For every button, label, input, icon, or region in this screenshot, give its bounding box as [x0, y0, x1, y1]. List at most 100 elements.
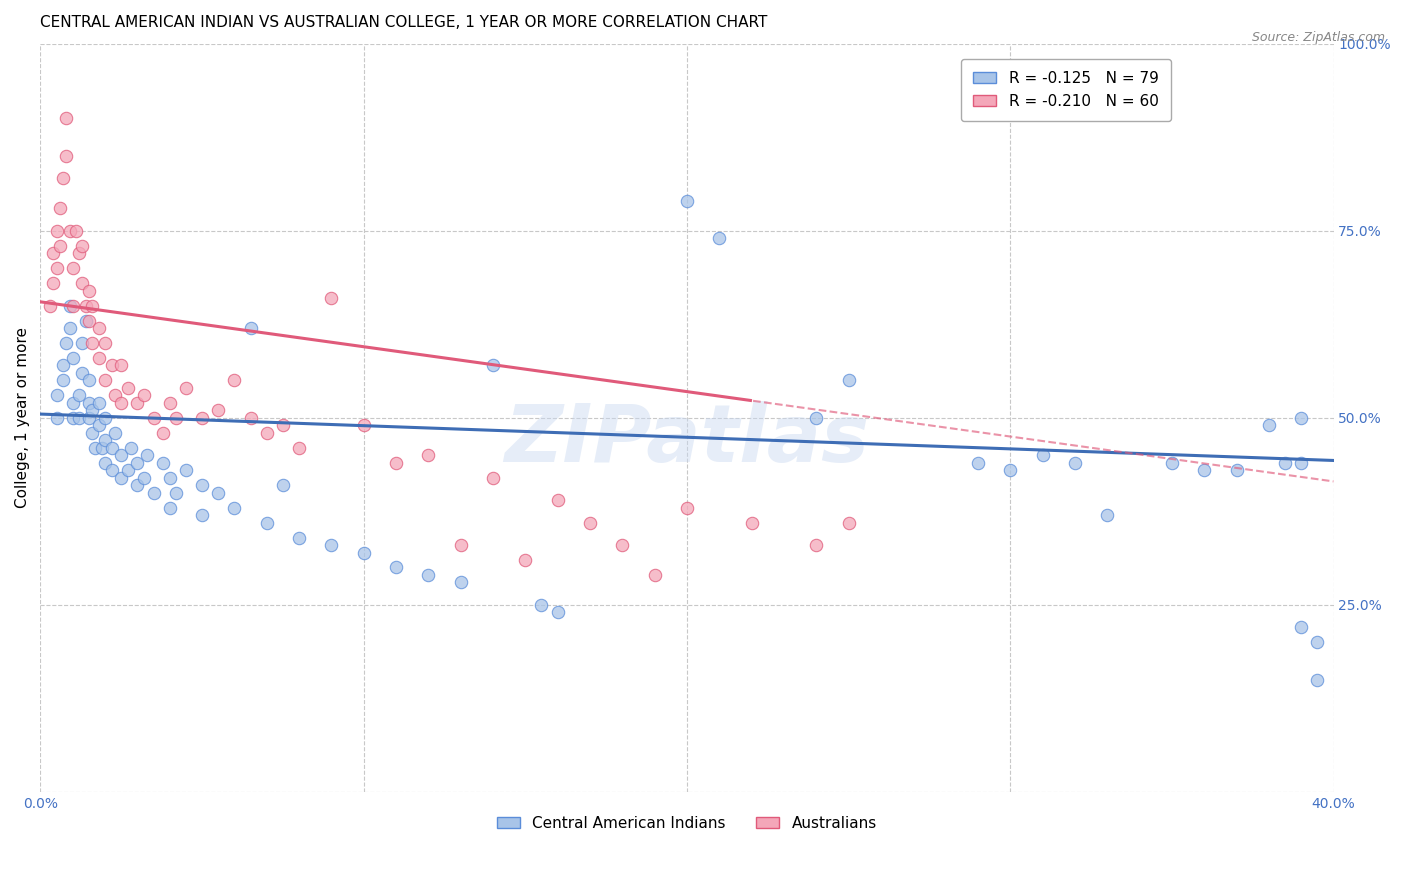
Point [72, 366, 94, 380]
Point [77, 373, 100, 387]
Point [1289, 620, 1312, 634]
Point [72, 238, 94, 252]
Point [39, 299, 62, 313]
Point [191, 508, 214, 522]
Point [1064, 456, 1087, 470]
Point [579, 516, 602, 530]
Point [45, 410, 67, 425]
Point [82, 403, 104, 417]
Point [676, 500, 699, 515]
Point [239, 410, 262, 425]
Point [256, 516, 278, 530]
Point [159, 500, 181, 515]
Point [82, 336, 104, 351]
Point [165, 485, 187, 500]
Point [67, 410, 90, 425]
Point [224, 500, 246, 515]
Point [644, 568, 666, 582]
Point [152, 456, 174, 470]
Point [90, 441, 112, 455]
Point [49, 202, 72, 216]
Point [77, 313, 100, 327]
Point [94, 434, 117, 448]
Point [967, 456, 990, 470]
Point [1274, 456, 1296, 470]
Point [67, 246, 90, 260]
Point [45, 261, 67, 276]
Point [676, 194, 699, 208]
Point [1306, 635, 1329, 649]
Point [547, 493, 569, 508]
Point [838, 516, 860, 530]
Point [127, 396, 149, 410]
Point [482, 471, 505, 485]
Point [55, 336, 77, 351]
Point [1289, 456, 1312, 470]
Point [62, 299, 84, 313]
Legend: Central American Indians, Australians: Central American Indians, Australians [491, 809, 883, 837]
Point [741, 516, 763, 530]
Point [450, 575, 472, 590]
Point [142, 410, 165, 425]
Point [62, 396, 84, 410]
Point [418, 568, 440, 582]
Point [132, 471, 155, 485]
Point [62, 410, 84, 425]
Point [72, 336, 94, 351]
Point [385, 560, 408, 574]
Point [82, 425, 104, 440]
Point [82, 299, 104, 313]
Point [321, 291, 343, 305]
Point [45, 388, 67, 402]
Point [120, 441, 142, 455]
Point [52, 171, 75, 186]
Point [1160, 456, 1182, 470]
Point [87, 321, 110, 335]
Point [100, 359, 122, 373]
Point [142, 485, 165, 500]
Point [174, 381, 197, 395]
Point [1095, 508, 1118, 522]
Point [288, 531, 311, 545]
Point [353, 418, 375, 433]
Point [1306, 673, 1329, 687]
Point [159, 471, 181, 485]
Point [224, 373, 246, 387]
Point [110, 396, 132, 410]
Point [65, 224, 87, 238]
Point [288, 441, 311, 455]
Point [450, 538, 472, 552]
Point [418, 448, 440, 462]
Point [152, 425, 174, 440]
Point [1000, 463, 1022, 477]
Point [94, 373, 117, 387]
Point [110, 471, 132, 485]
Point [52, 373, 75, 387]
Point [45, 224, 67, 238]
Point [75, 313, 97, 327]
Point [104, 425, 127, 440]
Point [256, 425, 278, 440]
Point [100, 441, 122, 455]
Point [239, 321, 262, 335]
Point [94, 410, 117, 425]
Point [67, 388, 90, 402]
Point [117, 463, 139, 477]
Point [515, 553, 537, 567]
Point [62, 351, 84, 365]
Point [104, 388, 127, 402]
Point [159, 396, 181, 410]
Point [87, 396, 110, 410]
Point [806, 410, 828, 425]
Point [117, 381, 139, 395]
Point [52, 359, 75, 373]
Point [271, 418, 294, 433]
Point [72, 276, 94, 290]
Point [77, 284, 100, 298]
Point [110, 448, 132, 462]
Point [709, 231, 731, 245]
Point [174, 463, 197, 477]
Point [191, 410, 214, 425]
Point [58, 224, 80, 238]
Point [321, 538, 343, 552]
